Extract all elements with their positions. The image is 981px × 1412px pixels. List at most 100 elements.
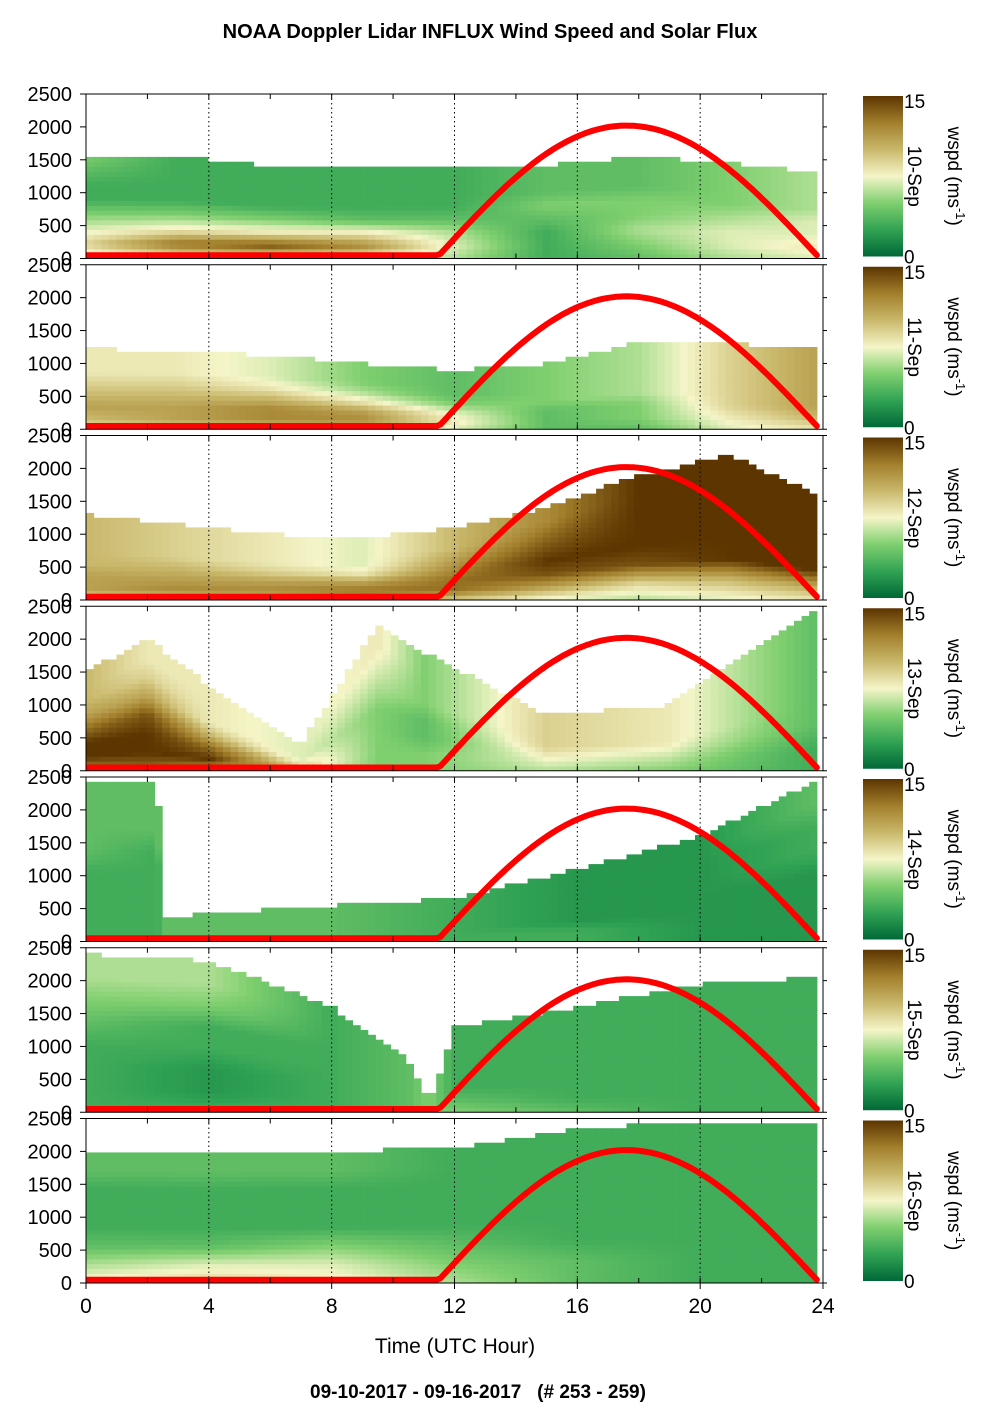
heatmap-cell	[215, 580, 224, 586]
heatmap-cell	[504, 395, 513, 401]
heatmap-cell	[748, 390, 757, 396]
heatmap-cell	[253, 575, 262, 582]
heatmap-cell	[238, 585, 247, 591]
heatmap-cell	[169, 361, 178, 367]
heatmap-cell	[717, 229, 727, 235]
heatmap-cell	[451, 176, 460, 182]
heatmap-cell	[245, 585, 255, 591]
heatmap-cell	[519, 409, 529, 416]
heatmap-cell	[367, 205, 376, 211]
heatmap-cell	[116, 546, 125, 553]
heatmap-cell	[634, 400, 643, 406]
heatmap-cell	[672, 575, 681, 582]
heatmap-cell	[481, 522, 491, 528]
heatmap-cell	[695, 498, 704, 504]
heatmap-cell	[238, 229, 247, 235]
heatmap-cell	[421, 380, 430, 387]
heatmap-cell	[519, 527, 529, 533]
heatmap-cell	[322, 385, 331, 392]
heatmap-cell	[390, 224, 399, 230]
heatmap-cell	[253, 244, 262, 250]
heatmap-cell	[207, 224, 216, 230]
heatmap-cell	[641, 414, 650, 421]
heatmap-cell	[573, 161, 582, 168]
heatmap-cell	[740, 409, 749, 416]
heatmap-cell	[809, 253, 818, 259]
heatmap-cell	[626, 537, 635, 543]
heatmap-cell	[268, 537, 277, 543]
heatmap-cell	[710, 537, 719, 543]
heatmap-cell	[131, 522, 140, 528]
heatmap-cell	[268, 409, 277, 416]
heatmap-cell	[451, 195, 460, 201]
heatmap-cell	[596, 195, 605, 201]
heatmap-cell	[641, 541, 650, 548]
heatmap-cell	[596, 585, 605, 591]
heatmap-cell	[565, 361, 574, 367]
heatmap-cell	[245, 224, 255, 230]
heatmap-cell	[451, 190, 460, 197]
heatmap-cell	[626, 541, 635, 548]
heatmap-cell	[786, 234, 795, 240]
heatmap-cell	[192, 366, 201, 372]
heatmap-cell	[687, 215, 696, 221]
heatmap-cell	[139, 224, 148, 230]
heatmap-cell	[124, 590, 133, 596]
heatmap-cell	[192, 156, 201, 163]
heatmap-cell	[337, 571, 346, 577]
heatmap-cell	[771, 395, 780, 401]
heatmap-cell	[641, 493, 650, 499]
heatmap-cell	[398, 585, 407, 591]
heatmap-cell	[672, 351, 681, 358]
heatmap-cell	[162, 361, 171, 367]
heatmap-cell	[558, 508, 567, 514]
heatmap-cell	[185, 156, 194, 163]
heatmap-cell	[794, 351, 803, 358]
heatmap-cell	[573, 414, 582, 421]
heatmap-cell	[550, 571, 559, 577]
heatmap-cell	[139, 248, 148, 255]
heatmap-cell	[382, 244, 392, 250]
heatmap-cell	[679, 347, 688, 353]
heatmap-cell	[466, 176, 475, 182]
heatmap-cell	[565, 517, 574, 524]
heatmap-cell	[618, 512, 628, 519]
heatmap-cell	[169, 551, 178, 557]
heatmap-cell	[466, 580, 475, 586]
heatmap-cell	[291, 210, 300, 216]
heatmap-cell	[245, 546, 255, 553]
heatmap-cell	[131, 156, 140, 163]
heatmap-cell	[436, 561, 445, 567]
heatmap-cell	[664, 161, 673, 168]
heatmap-cell	[558, 229, 567, 235]
heatmap-cell	[618, 185, 628, 192]
heatmap-cell	[322, 585, 331, 591]
heatmap-cell	[238, 546, 247, 553]
heatmap-cell	[360, 590, 369, 596]
heatmap-cell	[580, 385, 590, 392]
heatmap-cell	[771, 405, 780, 411]
heatmap-cell	[481, 575, 491, 582]
heatmap-cell	[177, 248, 186, 255]
heatmap-cell	[154, 395, 163, 401]
heatmap-cell	[124, 205, 133, 211]
heatmap-cell	[558, 176, 567, 182]
heatmap-cell	[382, 561, 392, 567]
heatmap-cell	[451, 532, 460, 538]
heatmap-cell	[489, 385, 498, 392]
heatmap-cell	[146, 181, 156, 187]
heatmap-cell	[695, 210, 704, 216]
heatmap-cell	[611, 351, 620, 358]
heatmap-cell	[618, 561, 628, 567]
heatmap-cell	[558, 244, 567, 250]
heatmap-cell	[596, 161, 605, 168]
heatmap-cell	[687, 239, 696, 245]
heatmap-cell	[550, 181, 559, 187]
heatmap-cell	[710, 244, 719, 250]
heatmap-cell	[672, 571, 681, 577]
heatmap-cell	[223, 195, 232, 201]
heatmap-cell	[588, 566, 597, 572]
heatmap-cell	[192, 546, 201, 553]
heatmap-cell	[329, 185, 338, 192]
heatmap-cell	[542, 385, 551, 392]
